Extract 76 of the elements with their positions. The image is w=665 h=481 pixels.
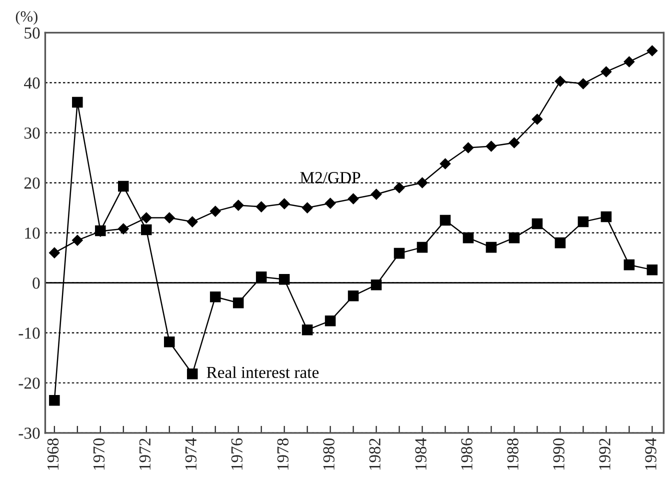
x-tick-label: 1992 (599, 438, 610, 470)
point (49, 395, 60, 406)
x-tick-label: 1994 (645, 438, 656, 470)
x-tick-label: 1976 (231, 438, 243, 470)
point (440, 214, 451, 226)
point (486, 242, 497, 253)
y-tick-label: 20 (24, 177, 40, 189)
point (416, 242, 428, 253)
point (600, 211, 612, 222)
x-tick-label: 1982 (369, 438, 380, 470)
point (600, 66, 612, 78)
x-tick-label: 1986 (461, 438, 472, 470)
point (118, 223, 129, 234)
x-tick-label: 1970 (93, 438, 105, 470)
point (210, 206, 221, 217)
point (164, 336, 175, 348)
point (578, 216, 589, 228)
point (578, 78, 589, 90)
point (302, 202, 313, 214)
point (508, 232, 520, 244)
x-tick-label: 1990 (553, 438, 564, 470)
point (394, 248, 405, 259)
point (232, 200, 244, 211)
point (646, 264, 658, 276)
point (256, 271, 267, 282)
x-tick-label: 1980 (323, 438, 334, 470)
x-tick-label: 1984 (415, 438, 426, 470)
x-tick-label: 1972 (139, 438, 151, 470)
point (302, 324, 313, 336)
point (278, 198, 290, 210)
point (554, 237, 566, 248)
point (486, 140, 497, 152)
y-axis-title: (%) (16, 10, 38, 25)
y-tick-label: -20 (18, 378, 40, 389)
point (232, 297, 244, 308)
point (646, 45, 658, 56)
point (186, 216, 198, 228)
point (532, 114, 543, 125)
point (394, 182, 405, 194)
y-tick-label: 40 (24, 77, 40, 89)
point (140, 212, 152, 224)
point (48, 247, 60, 258)
y-tick-label: -30 (18, 428, 40, 439)
point (624, 56, 635, 68)
y-tick-label: -10 (18, 328, 40, 339)
point (256, 201, 267, 212)
y-tick-label: 50 (24, 27, 40, 39)
y-tick-label: 0 (32, 278, 40, 289)
point (462, 142, 474, 154)
y-tick-label: 10 (25, 228, 40, 239)
point (370, 188, 382, 200)
x-tick-label: 1974 (185, 438, 197, 470)
point (348, 290, 359, 302)
series-label: M2/GDP (300, 172, 360, 184)
point (72, 234, 83, 246)
point (141, 224, 152, 236)
point (554, 76, 566, 87)
point (324, 315, 336, 326)
point (416, 177, 428, 188)
point (508, 137, 520, 148)
point (532, 218, 543, 230)
point (72, 96, 83, 108)
point (186, 368, 198, 380)
y-tick-label: 30 (24, 127, 40, 139)
point (440, 158, 451, 170)
point (348, 193, 359, 204)
point (324, 198, 336, 209)
series-label: Real interest rate (206, 366, 319, 378)
point (462, 232, 474, 244)
x-tick-label: 1968 (47, 438, 59, 470)
point (164, 212, 175, 224)
x-tick-label: 1978 (277, 438, 288, 470)
point (624, 259, 635, 270)
point (118, 180, 129, 192)
point (210, 291, 221, 302)
x-tick-label: 1988 (507, 438, 518, 470)
